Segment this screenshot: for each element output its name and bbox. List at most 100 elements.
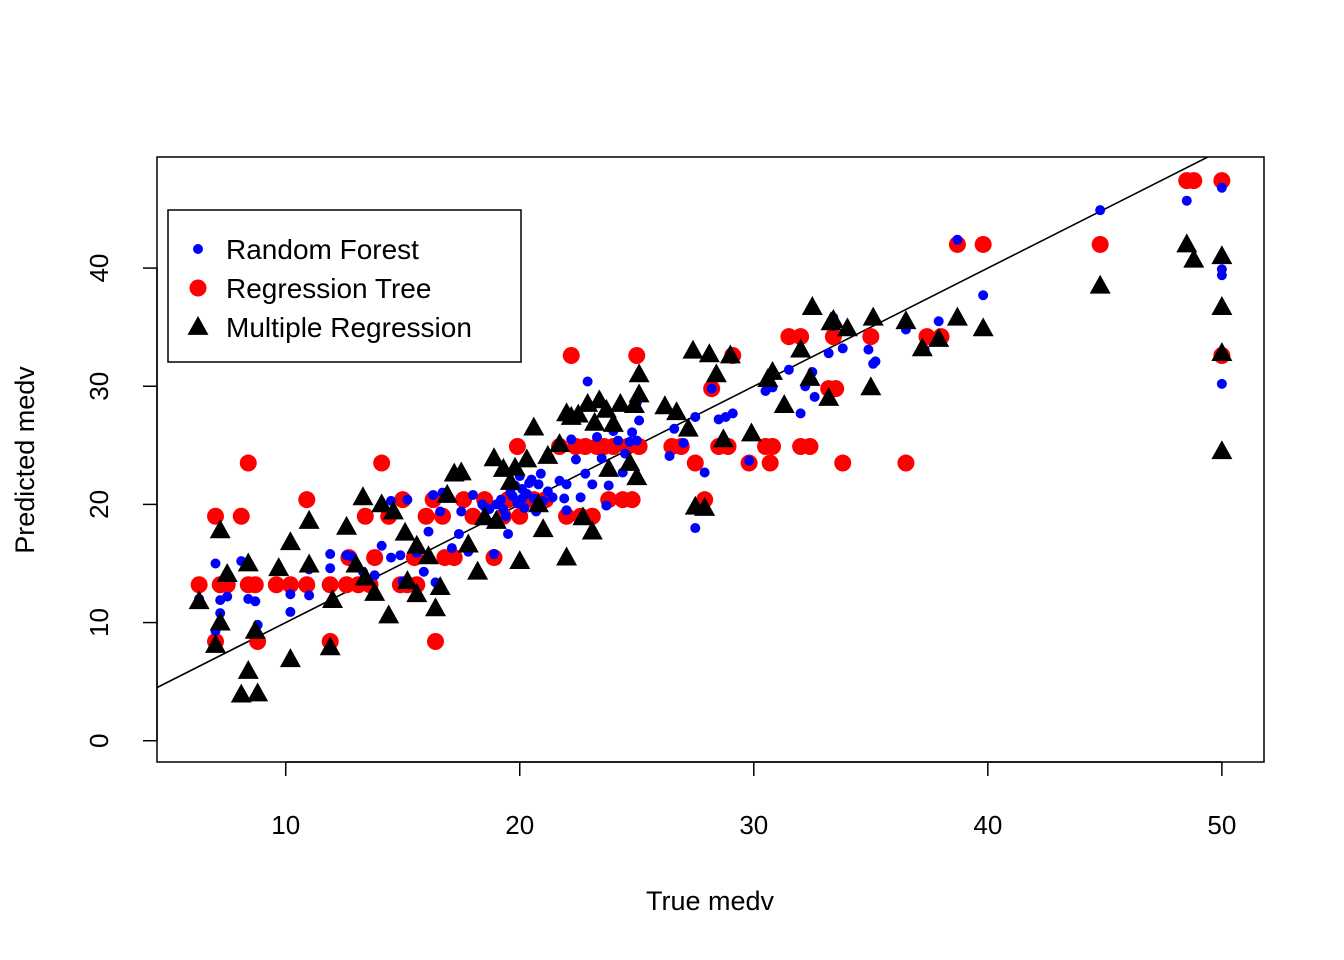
regression-tree-point <box>373 454 391 472</box>
regression-tree-point <box>508 438 526 456</box>
random-forest-point <box>559 493 570 504</box>
multiple-regression-point <box>406 583 428 603</box>
random-forest-point <box>601 500 612 511</box>
multiple-regression-point <box>436 483 458 503</box>
multiple-regression-point <box>1211 342 1233 362</box>
multiple-regression-point <box>822 309 844 328</box>
random-forest-point <box>613 435 624 446</box>
regression-tree-point <box>298 491 316 509</box>
multiple-regression-point <box>581 520 603 540</box>
multiple-regression-point <box>556 546 578 566</box>
random-forest-point <box>519 502 530 513</box>
multiple-regression-point <box>532 518 554 538</box>
random-forest-point <box>285 606 296 617</box>
multiple-regression-point <box>572 506 594 526</box>
multiple-regression-point <box>537 444 559 464</box>
x-tick-label: 10 <box>271 810 300 840</box>
regression-tree-point <box>267 576 285 594</box>
random-forest-point <box>727 408 738 419</box>
regression-tree-point <box>417 507 435 525</box>
multiple-regression-point <box>205 633 227 653</box>
multiple-regression-point <box>457 533 479 553</box>
random-forest-point <box>603 480 614 491</box>
random-forest-point <box>566 434 577 445</box>
multiple-regression-point <box>188 590 210 610</box>
multiple-regression-point <box>279 648 301 668</box>
multiple-regression-point <box>396 570 418 590</box>
multiple-regression-point <box>279 531 301 551</box>
multiple-regression-point <box>499 470 521 490</box>
random-forest-point <box>1181 195 1192 206</box>
x-tick-label: 30 <box>739 810 768 840</box>
legend-marker-random-forest <box>193 244 203 254</box>
random-forest-point <box>222 591 233 602</box>
multiple-regression-point <box>509 550 531 569</box>
multiple-regression-point <box>429 576 451 595</box>
legend-box <box>167 209 522 363</box>
multiple-regression-point <box>394 521 416 541</box>
random-forest-point <box>837 343 848 354</box>
random-forest-point <box>634 415 645 426</box>
multiple-regression-point <box>712 428 734 448</box>
multiple-regression-point <box>237 659 259 679</box>
random-forest-point <box>500 511 511 522</box>
multiple-regression-point <box>352 486 374 506</box>
y-tick-label: 20 <box>84 490 114 519</box>
random-forest-point <box>978 290 989 301</box>
random-forest-point <box>783 364 794 375</box>
multiple-regression-point <box>584 411 606 431</box>
random-forest-point <box>446 543 457 554</box>
random-forest-point <box>418 566 429 577</box>
y-axis-title: Predicted medv <box>10 366 40 554</box>
multiple-regression-point <box>319 636 341 656</box>
regression-tree-point <box>239 454 257 472</box>
random-forest-point <box>535 468 546 479</box>
multiple-regression-point <box>567 403 589 423</box>
random-forest-point <box>863 344 874 355</box>
multiple-regression-point <box>237 552 259 572</box>
random-forest-point <box>933 316 944 327</box>
random-forest-point <box>561 505 572 516</box>
random-forest-point <box>591 432 602 443</box>
identity-line <box>157 157 1210 689</box>
random-forest-point <box>627 427 638 438</box>
multiple-regression-point <box>417 545 439 565</box>
random-forest-point <box>699 467 710 478</box>
multiple-regression-point <box>523 416 545 436</box>
multiple-regression-point <box>740 422 762 442</box>
regression-tree-point <box>761 454 779 472</box>
regression-tree-point <box>445 549 463 567</box>
random-forest-point <box>669 423 680 434</box>
regression-tree-point <box>764 438 782 456</box>
random-forest-point <box>952 234 963 245</box>
multiple-regression-point <box>862 306 884 326</box>
multiple-regression-point <box>598 457 620 477</box>
regression-tree-point <box>974 235 992 253</box>
random-forest-point <box>690 411 701 422</box>
axes-layer: 10 20 30 40 50 0 10 20 30 40 <box>84 254 1236 840</box>
random-forest-point <box>386 552 397 563</box>
random-forest-point <box>489 549 500 560</box>
multiple-regression-point <box>209 519 231 539</box>
multiple-regression-point <box>1211 296 1233 315</box>
random-forest-point <box>402 494 413 505</box>
y-tick-label: 10 <box>84 608 114 637</box>
regression-tree-point <box>792 328 810 346</box>
random-forest-point <box>435 506 446 517</box>
random-forest-point <box>678 437 689 448</box>
random-forest-point <box>325 549 336 560</box>
reference-line-layer <box>157 157 1210 689</box>
random-forest-point <box>496 494 507 505</box>
legend: Random Forest Regression Tree Multiple Reg… <box>167 209 522 363</box>
regression-tree-point <box>576 438 594 456</box>
multiple-regression-point <box>626 466 648 486</box>
random-forest-point <box>503 528 514 539</box>
multiple-regression-point <box>216 563 238 582</box>
multiple-regression-point <box>928 327 950 347</box>
regression-tree-point <box>1091 235 1109 253</box>
multiple-regression-point <box>354 566 376 586</box>
multiple-regression-point <box>244 619 266 639</box>
regression-tree-point <box>427 632 445 650</box>
